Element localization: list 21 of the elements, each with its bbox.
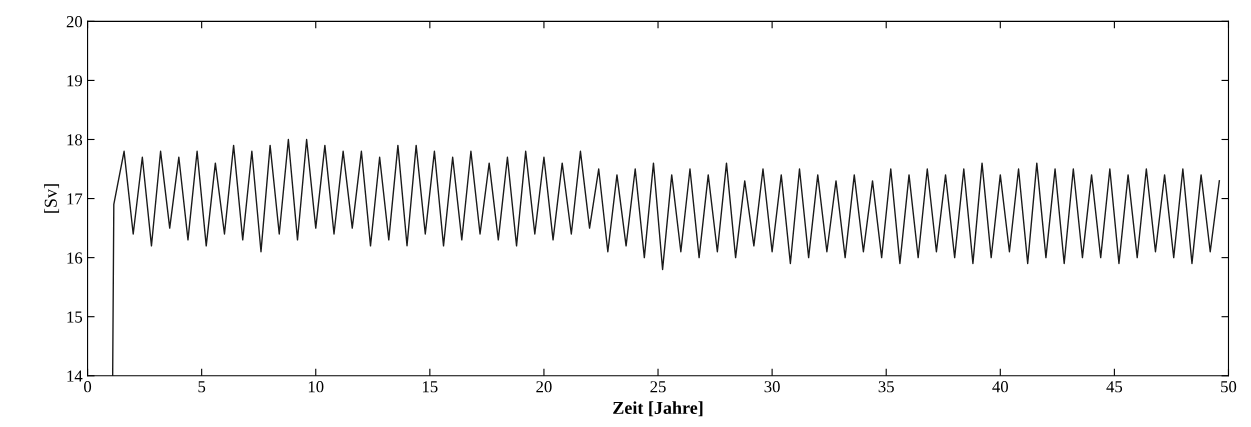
x-axis-title: Zeit [Jahre] (613, 401, 703, 417)
y-tick-label: 16 (67, 252, 83, 264)
x-tick-label: 40 (992, 381, 1008, 393)
x-tick-label: 30 (764, 381, 780, 393)
y-tick-label: 18 (67, 134, 83, 146)
x-tick-label: 0 (84, 381, 92, 393)
x-tick-label: 45 (1106, 381, 1123, 393)
y-tick-label: 19 (67, 75, 83, 87)
x-tick-label: 5 (198, 381, 206, 393)
x-tick-label: 15 (422, 381, 438, 393)
y-axis-title: [Sv] (44, 184, 60, 213)
x-tick-label: 25 (650, 381, 666, 393)
y-tick-label: 17 (67, 193, 83, 205)
y-tick-label: 14 (67, 370, 83, 382)
x-tick-label: 10 (308, 381, 324, 393)
x-tick-label: 50 (1221, 381, 1237, 393)
y-tick-label: 15 (67, 311, 83, 323)
x-tick-label: 35 (878, 381, 894, 393)
line-series (111, 138, 1221, 376)
y-tick-label: 20 (66, 16, 83, 28)
x-tick-label: 20 (536, 381, 552, 393)
